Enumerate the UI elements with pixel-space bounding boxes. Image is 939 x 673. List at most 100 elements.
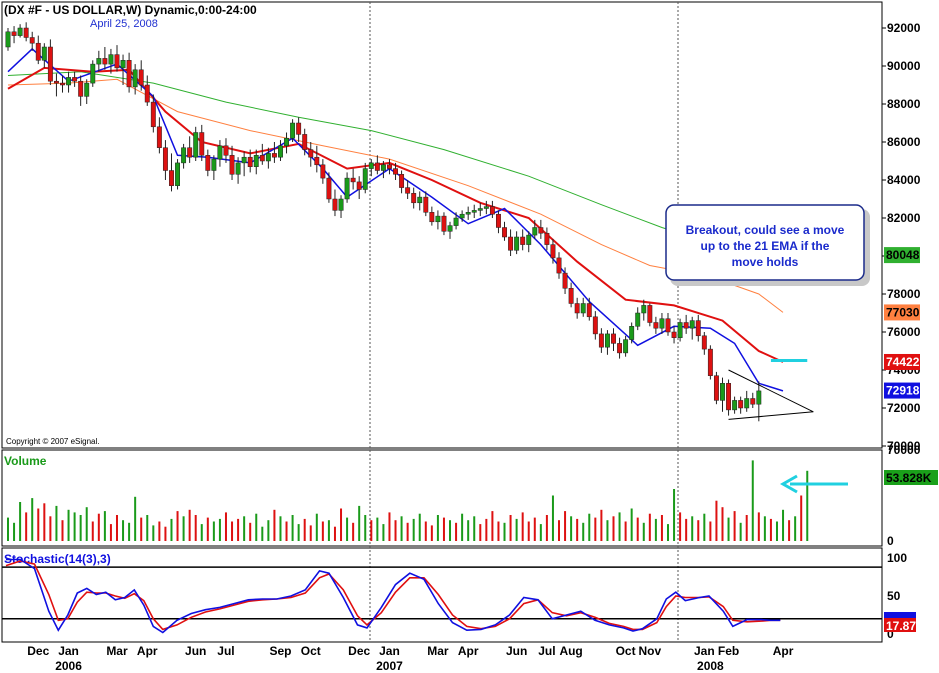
volume-arrow xyxy=(779,474,848,494)
candle-body xyxy=(150,101,156,128)
price-badge-label: 77030 xyxy=(886,305,920,319)
candle-body xyxy=(108,54,114,65)
volume-bar xyxy=(424,521,427,541)
volume-bar xyxy=(509,515,512,541)
gridlines xyxy=(369,2,679,642)
price-badge-bg xyxy=(884,304,920,321)
candle-body xyxy=(496,213,501,228)
candle-body xyxy=(241,156,247,164)
volume-bar xyxy=(630,508,633,541)
candle-body xyxy=(78,80,84,97)
candle-body xyxy=(72,77,78,82)
candle-body xyxy=(156,126,162,148)
volume-bar xyxy=(340,508,343,541)
volume-bar xyxy=(412,518,415,541)
volume-bar xyxy=(212,521,215,541)
candle-body xyxy=(102,58,108,65)
x-tick-label: Aug xyxy=(559,644,582,658)
candlesticks xyxy=(5,22,762,422)
volume-bar xyxy=(97,513,100,541)
volume-badge: 53.828K xyxy=(886,471,932,485)
candle-body xyxy=(732,400,738,411)
volume-bar xyxy=(600,509,603,541)
candle-body xyxy=(744,398,750,409)
volume-bar xyxy=(158,521,161,541)
candle-body xyxy=(574,303,580,314)
candle-body xyxy=(635,312,641,327)
volume-bar xyxy=(285,521,288,541)
x-tick-label: Dec xyxy=(348,644,370,658)
volume-bar xyxy=(291,515,294,541)
candle-body xyxy=(611,333,616,344)
candle-body xyxy=(356,181,362,190)
volume-bar xyxy=(727,517,730,541)
candle-body xyxy=(96,58,102,65)
volume-bar xyxy=(449,520,452,541)
volume-bar xyxy=(624,521,627,541)
stochastic-line xyxy=(5,560,781,631)
x-tick-label: 2007 xyxy=(376,659,403,673)
volume-bar xyxy=(182,516,185,541)
candle-body xyxy=(350,177,356,183)
volume-tick-label: 0 xyxy=(887,534,894,548)
x-tick-label: Oct xyxy=(301,644,321,658)
volume-bar xyxy=(55,505,58,541)
candle-body xyxy=(126,60,132,88)
candle-body xyxy=(477,208,483,211)
price-badges: 80048 77030 74422 72918 xyxy=(884,247,920,399)
volume-bar xyxy=(303,518,306,541)
candle-body xyxy=(308,149,314,158)
x-tick-label: Apr xyxy=(137,644,158,658)
candle-body xyxy=(302,134,308,150)
x-tick-label: Jun xyxy=(506,644,527,658)
stochastic-lines xyxy=(5,558,781,634)
volume-bar xyxy=(134,496,137,541)
candle-body xyxy=(368,162,374,169)
candle-body xyxy=(187,147,193,158)
candle-body xyxy=(132,69,138,88)
price-tick-label: 78000 xyxy=(887,287,921,301)
volume-bar xyxy=(775,521,778,541)
candle-body xyxy=(483,206,489,209)
volume-bar xyxy=(394,520,397,541)
volume-bar xyxy=(497,521,500,541)
volume-bar xyxy=(576,518,579,541)
candle-body xyxy=(405,187,411,194)
copyright: Copyright © 2007 eSignal. xyxy=(6,437,100,446)
candle-body xyxy=(60,82,65,86)
volume-bar xyxy=(539,524,542,541)
volume-bar xyxy=(249,522,252,541)
triangle-lower-line xyxy=(728,411,814,420)
candle-body xyxy=(11,31,17,36)
candle-body xyxy=(465,212,471,215)
candle-body xyxy=(211,158,217,171)
stochastic-panel xyxy=(1,547,883,643)
volume-bar xyxy=(297,524,300,541)
candle-body xyxy=(720,383,725,401)
candle-body xyxy=(326,177,332,200)
volume-bar xyxy=(140,517,143,541)
volume-bar xyxy=(442,517,445,541)
volume-bar xyxy=(703,513,706,541)
candle-body xyxy=(429,212,435,223)
volume-bar xyxy=(122,520,125,541)
candle-body xyxy=(502,227,507,238)
volume-bar xyxy=(654,518,657,541)
volume-bar xyxy=(666,524,669,541)
candle-body xyxy=(169,170,174,186)
volume-bar xyxy=(558,520,561,541)
volume-bar xyxy=(309,525,312,541)
candle-body xyxy=(229,155,235,175)
x-tick-label: Jan xyxy=(379,644,400,658)
stochastic-badge-bg-red xyxy=(884,618,916,632)
volume-bar xyxy=(739,522,742,541)
x-tick-label: Apr xyxy=(773,644,794,658)
volume-bar xyxy=(800,495,803,541)
volume-bar xyxy=(224,512,227,541)
candle-body xyxy=(665,318,671,333)
candle-body xyxy=(586,303,592,318)
candle-body xyxy=(683,322,689,329)
candle-body xyxy=(393,168,398,175)
candle-body xyxy=(374,162,380,171)
volume-bar xyxy=(388,512,391,541)
